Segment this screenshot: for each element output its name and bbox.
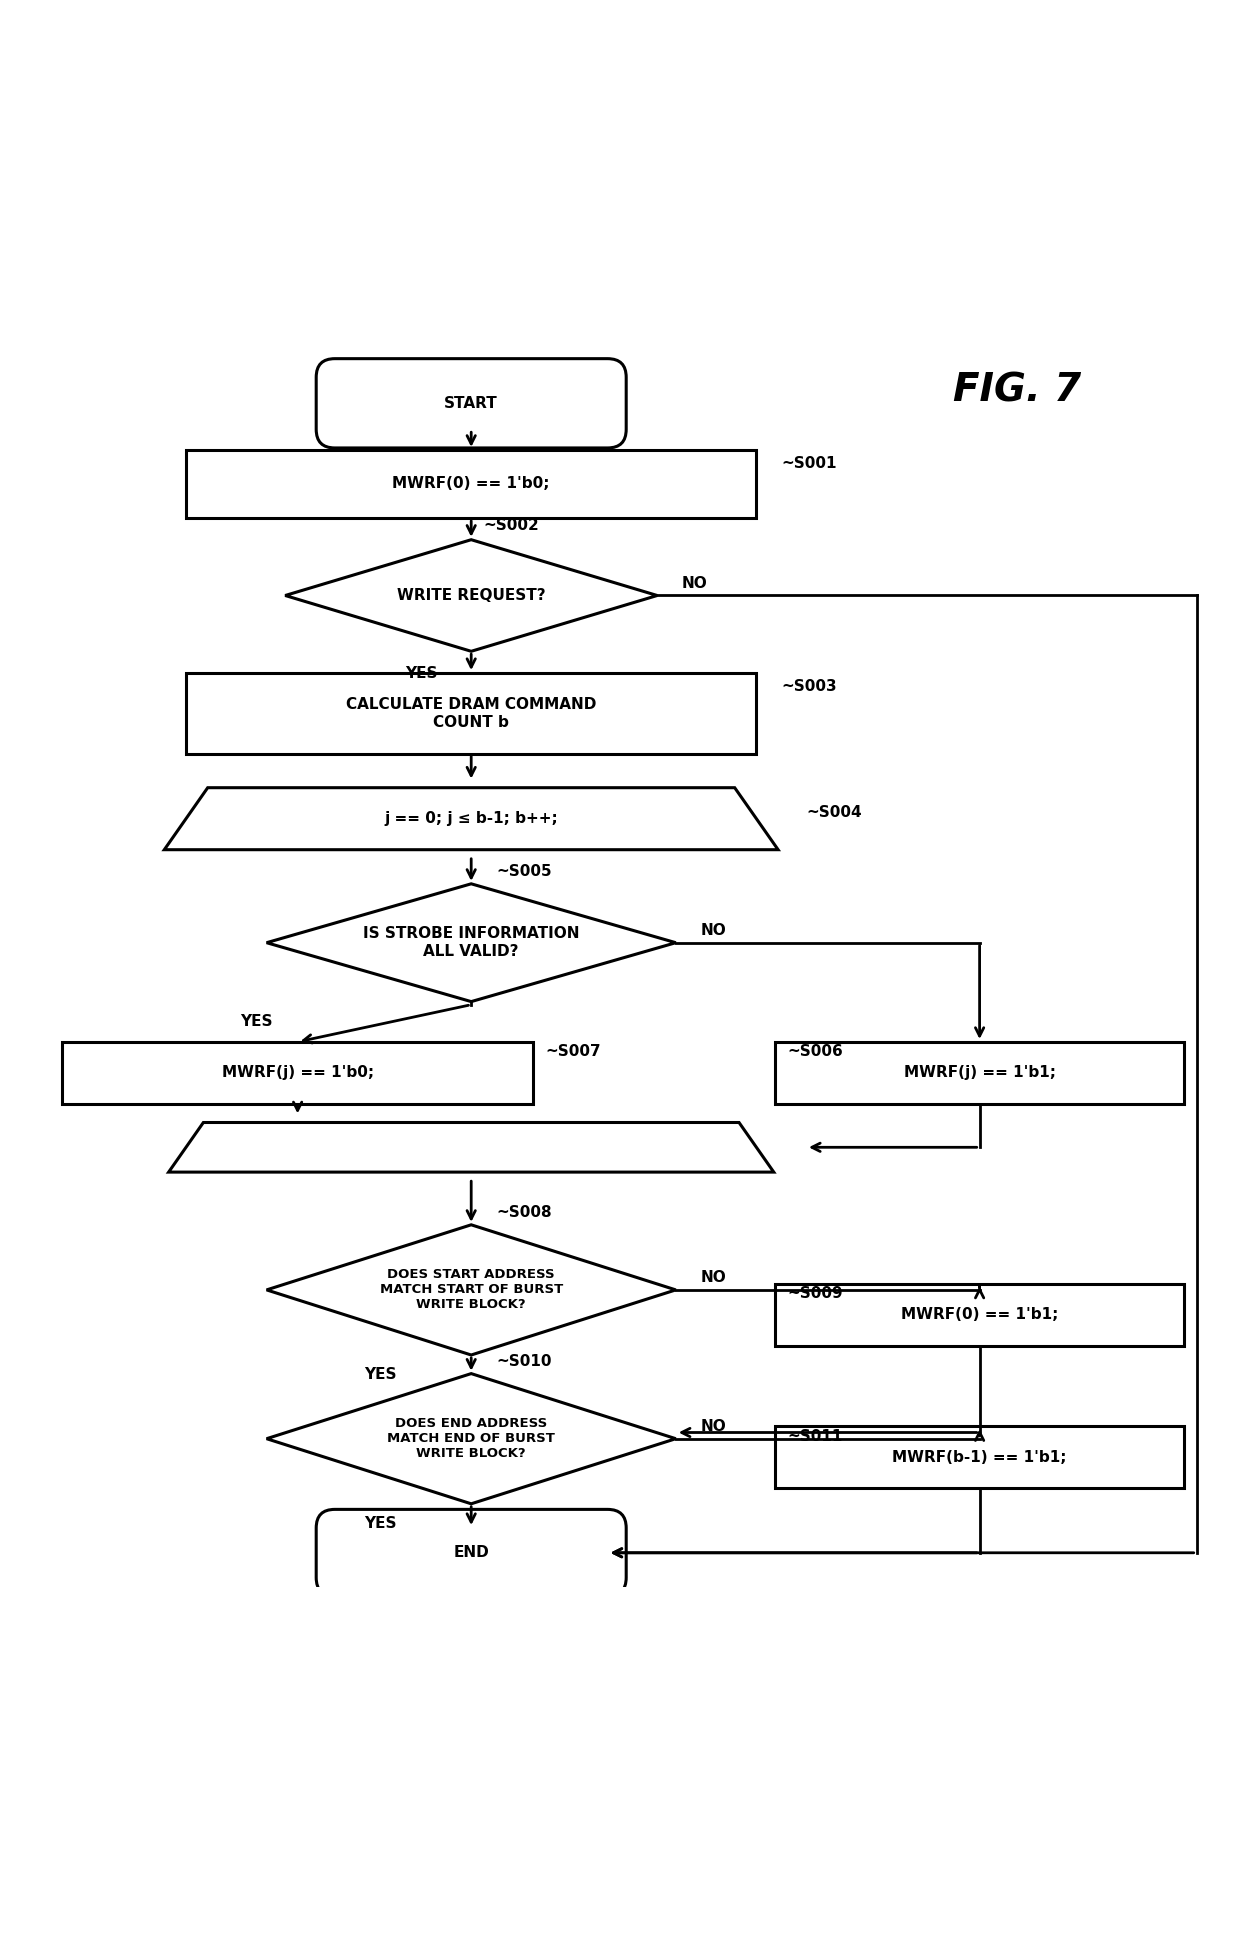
Bar: [186, 449, 756, 519]
Text: WRITE REQUEST?: WRITE REQUEST?: [397, 588, 546, 604]
Text: YES: YES: [241, 1014, 273, 1029]
Text: MWRF(j) == 1'b1;: MWRF(j) == 1'b1;: [904, 1066, 1055, 1080]
Text: CALCULATE DRAM COMMAND
COUNT b: CALCULATE DRAM COMMAND COUNT b: [346, 697, 596, 729]
Text: ~S006: ~S006: [787, 1045, 843, 1058]
Text: ~S009: ~S009: [787, 1287, 843, 1300]
Text: MWRF(0) == 1'b0;: MWRF(0) == 1'b0;: [392, 476, 551, 491]
Text: MWRF(b-1) == 1'b1;: MWRF(b-1) == 1'b1;: [893, 1449, 1066, 1465]
Polygon shape: [164, 788, 779, 849]
Text: YES: YES: [365, 1517, 397, 1531]
Text: ~S001: ~S001: [781, 457, 837, 470]
Text: ~S005: ~S005: [496, 863, 552, 878]
Text: NO: NO: [701, 923, 727, 938]
Text: DOES END ADDRESS
MATCH END OF BURST
WRITE BLOCK?: DOES END ADDRESS MATCH END OF BURST WRIT…: [387, 1416, 556, 1461]
Text: ~S010: ~S010: [496, 1354, 552, 1368]
Bar: [186, 673, 756, 753]
Text: YES: YES: [365, 1368, 397, 1382]
Text: START: START: [444, 397, 498, 410]
Text: DOES START ADDRESS
MATCH START OF BURST
WRITE BLOCK?: DOES START ADDRESS MATCH START OF BURST …: [379, 1269, 563, 1312]
Text: ~S011: ~S011: [787, 1428, 843, 1444]
Text: ~S008: ~S008: [496, 1206, 552, 1219]
Text: NO: NO: [701, 1418, 727, 1434]
Text: MWRF(0) == 1'b1;: MWRF(0) == 1'b1;: [901, 1308, 1058, 1322]
Text: FIG. 7: FIG. 7: [952, 372, 1081, 410]
Text: ~S004: ~S004: [806, 805, 862, 820]
Bar: [775, 1283, 1184, 1345]
Polygon shape: [169, 1122, 774, 1173]
Text: j == 0; j ≤ b-1; b++;: j == 0; j ≤ b-1; b++;: [384, 811, 558, 826]
Text: ~S002: ~S002: [484, 519, 539, 534]
Bar: [775, 1426, 1184, 1488]
Text: ~S007: ~S007: [546, 1045, 601, 1058]
Polygon shape: [267, 1225, 676, 1354]
Text: MWRF(j) == 1'b0;: MWRF(j) == 1'b0;: [222, 1066, 373, 1080]
Polygon shape: [267, 884, 676, 1002]
Bar: [775, 1041, 1184, 1103]
Polygon shape: [285, 540, 657, 652]
FancyBboxPatch shape: [316, 1509, 626, 1596]
FancyBboxPatch shape: [316, 358, 626, 447]
Bar: [62, 1041, 533, 1103]
Text: ~S003: ~S003: [781, 679, 837, 695]
Polygon shape: [267, 1374, 676, 1503]
Text: NO: NO: [682, 575, 708, 590]
Text: END: END: [454, 1546, 489, 1560]
Text: YES: YES: [405, 666, 438, 681]
Text: IS STROBE INFORMATION
ALL VALID?: IS STROBE INFORMATION ALL VALID?: [363, 927, 579, 960]
Text: NO: NO: [701, 1269, 727, 1285]
